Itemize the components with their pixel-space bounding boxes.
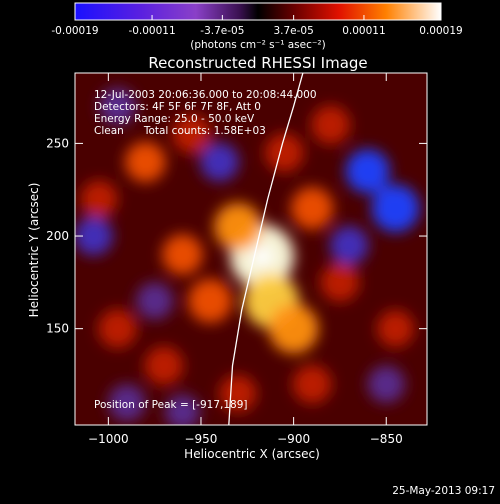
plot-area: −1000 −950 −900 −850 150 200 250 12-Jul-2003 …: [46, 72, 428, 446]
heatmap-blob: [290, 187, 334, 230]
heatmap-blob: [367, 365, 405, 403]
footer-timestamp: 25-May-2013 09:17: [392, 485, 495, 497]
heatmap-blob: [136, 282, 174, 320]
heatmap-blob: [188, 278, 233, 323]
colorbar-tick-label: 0.00019: [419, 25, 462, 37]
heatmap-blob: [268, 303, 319, 354]
plot-frame: [74, 72, 428, 426]
annotation-peak-position: Position of Peak = [-917,189]: [94, 399, 248, 411]
x-tick-label: −900: [277, 432, 310, 446]
heatmap-blob: [144, 346, 184, 386]
colorbar: -0.00019 -0.00011 -3.7e-05 3.7e-05 0.00011 0.…: [51, 2, 463, 51]
annotation-energy-range: Energy Range: 25.0 - 50.0 keV: [94, 113, 255, 125]
x-tick-label: −950: [184, 432, 217, 446]
y-tick-label: 150: [46, 322, 69, 336]
x-axis-ticks: −1000 −950 −900 −850: [88, 73, 403, 446]
colorbar-ticks: -0.00019 -0.00011 -3.7e-05 3.7e-05 0.00011 0.…: [51, 15, 463, 37]
heatmap-blob: [80, 180, 118, 218]
heatmap-blob: [125, 141, 166, 183]
colorbar-tick-label: -3.7e-05: [200, 25, 244, 37]
heatmap-blob: [75, 216, 113, 256]
x-axis-label: Heliocentric X (arcsec): [184, 447, 320, 461]
colorbar-unit-label: (photons cm⁻² s⁻¹ asec⁻²): [190, 39, 325, 51]
y-tick-label: 200: [46, 229, 69, 243]
heatmap-blob: [172, 114, 212, 154]
heatmap-blob: [345, 149, 390, 194]
heatmap-blob: [264, 133, 304, 173]
heatmap-blob: [214, 202, 262, 251]
x-tick-label: −1000: [88, 432, 129, 446]
solar-limb-line: [228, 73, 304, 425]
heatmap-blob: [371, 184, 420, 233]
annotation-time-range: 12-Jul-2003 20:06:36.000 to 20:08:44.000: [94, 89, 317, 101]
heatmap-blob: [311, 105, 351, 145]
y-tick-label: 250: [46, 136, 69, 150]
annotation-detectors: Detectors: 4F 5F 6F 7F 8F, Att 0: [94, 101, 261, 113]
heatmap-blob: [292, 364, 332, 404]
y-axis-ticks: 150 200 250: [46, 136, 427, 336]
chart-title: Reconstructed RHESSI Image: [148, 54, 367, 72]
heatmap-blob: [219, 375, 257, 413]
heatmap-blob: [164, 394, 201, 425]
heatmap-blob: [108, 384, 146, 422]
heatmap-blob: [329, 225, 369, 265]
colorbar-gradient: [74, 2, 442, 21]
heatmap-blob: [162, 234, 203, 275]
heatmap-image: [75, 87, 420, 425]
heatmap-blob: [377, 310, 415, 348]
colorbar-tick-label: 0.00011: [342, 25, 385, 37]
heatmap-peak: [252, 246, 273, 267]
y-axis-label: Heliocentric Y (arcsec): [27, 183, 41, 318]
colorbar-tick-label: -0.00019: [51, 25, 98, 37]
colorbar-tick-label: -0.00011: [128, 25, 175, 37]
annotation-clean-counts: Clean Total counts: 1.58E+03: [94, 125, 266, 137]
heatmap-blob: [320, 262, 360, 302]
heatmap-blob: [200, 142, 239, 182]
heatmap-blob: [98, 309, 138, 349]
x-tick-label: −850: [370, 432, 403, 446]
heatmap-blob: [99, 87, 137, 125]
colorbar-tick-label: 3.7e-05: [273, 25, 313, 37]
